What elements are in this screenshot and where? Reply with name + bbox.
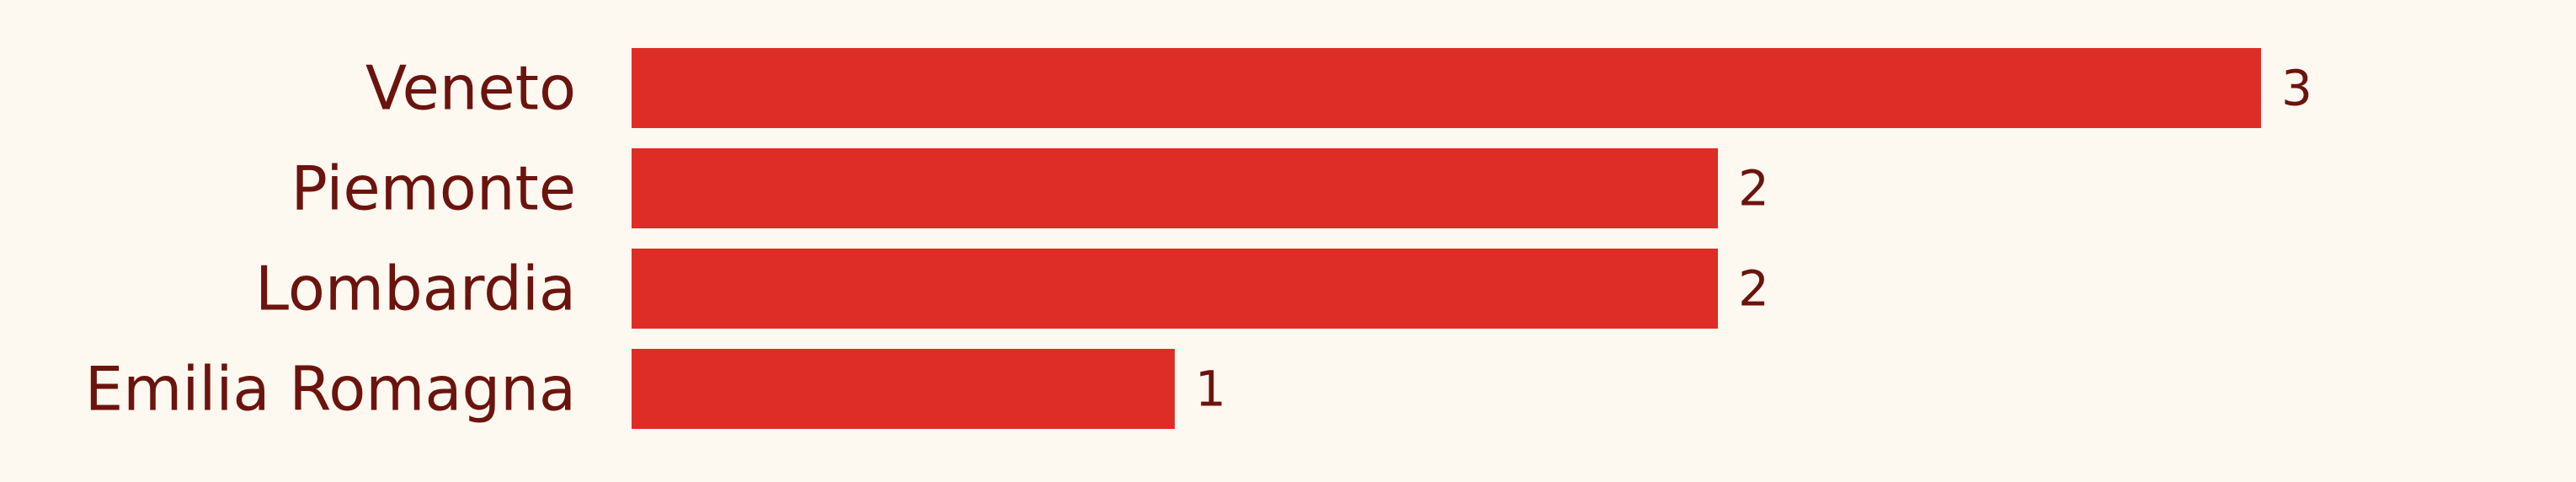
bar-veneto — [632, 48, 2261, 128]
category-label-lombardia: Lombardia — [255, 254, 576, 324]
bar-piemonte — [632, 148, 1718, 228]
value-label-veneto: 3 — [2281, 60, 2312, 117]
category-label-veneto: Veneto — [365, 53, 576, 124]
value-label-lombardia: 2 — [1738, 260, 1769, 318]
value-label-emilia-romagna: 1 — [1195, 361, 1226, 418]
bar-emilia-romagna — [632, 349, 1175, 429]
bars-group: Veneto 3 Piemonte 2 Lombardia 2 Emilia Romagna… — [85, 48, 2312, 429]
value-label-piemonte: 2 — [1738, 160, 1769, 217]
bar-lombardia — [632, 249, 1718, 329]
category-label-piemonte: Piemonte — [291, 153, 576, 224]
category-label-emilia-romagna: Emilia Romagna — [85, 354, 576, 425]
